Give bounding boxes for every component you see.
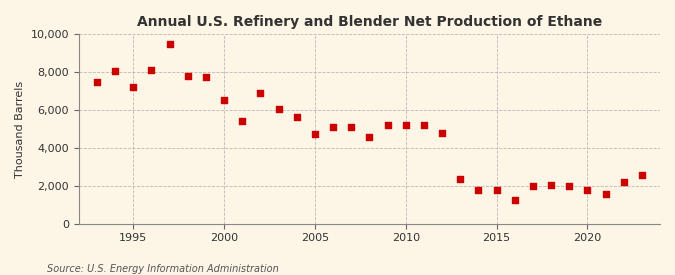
Point: [437, 131, 448, 135]
Point: [491, 188, 502, 192]
Point: [582, 188, 593, 192]
Point: [255, 91, 266, 95]
Point: [382, 123, 393, 128]
Y-axis label: Thousand Barrels: Thousand Barrels: [15, 81, 25, 178]
Point: [545, 183, 556, 187]
Point: [128, 85, 138, 90]
Point: [527, 184, 538, 188]
Text: Source: U.S. Energy Information Administration: Source: U.S. Energy Information Administ…: [47, 264, 279, 274]
Point: [346, 125, 356, 129]
Point: [618, 180, 629, 184]
Point: [110, 69, 121, 73]
Title: Annual U.S. Refinery and Blender Net Production of Ethane: Annual U.S. Refinery and Blender Net Pro…: [137, 15, 602, 29]
Point: [200, 75, 211, 79]
Point: [273, 107, 284, 111]
Point: [92, 79, 103, 84]
Point: [146, 68, 157, 73]
Point: [400, 123, 411, 128]
Point: [182, 74, 193, 78]
Point: [327, 125, 338, 129]
Point: [310, 132, 321, 136]
Point: [164, 42, 175, 46]
Point: [600, 192, 611, 197]
Point: [455, 177, 466, 182]
Point: [237, 118, 248, 123]
Point: [564, 184, 574, 188]
Point: [418, 123, 429, 128]
Point: [364, 134, 375, 139]
Point: [637, 173, 647, 178]
Point: [510, 198, 520, 202]
Point: [473, 188, 484, 192]
Point: [219, 98, 230, 102]
Point: [292, 115, 302, 119]
